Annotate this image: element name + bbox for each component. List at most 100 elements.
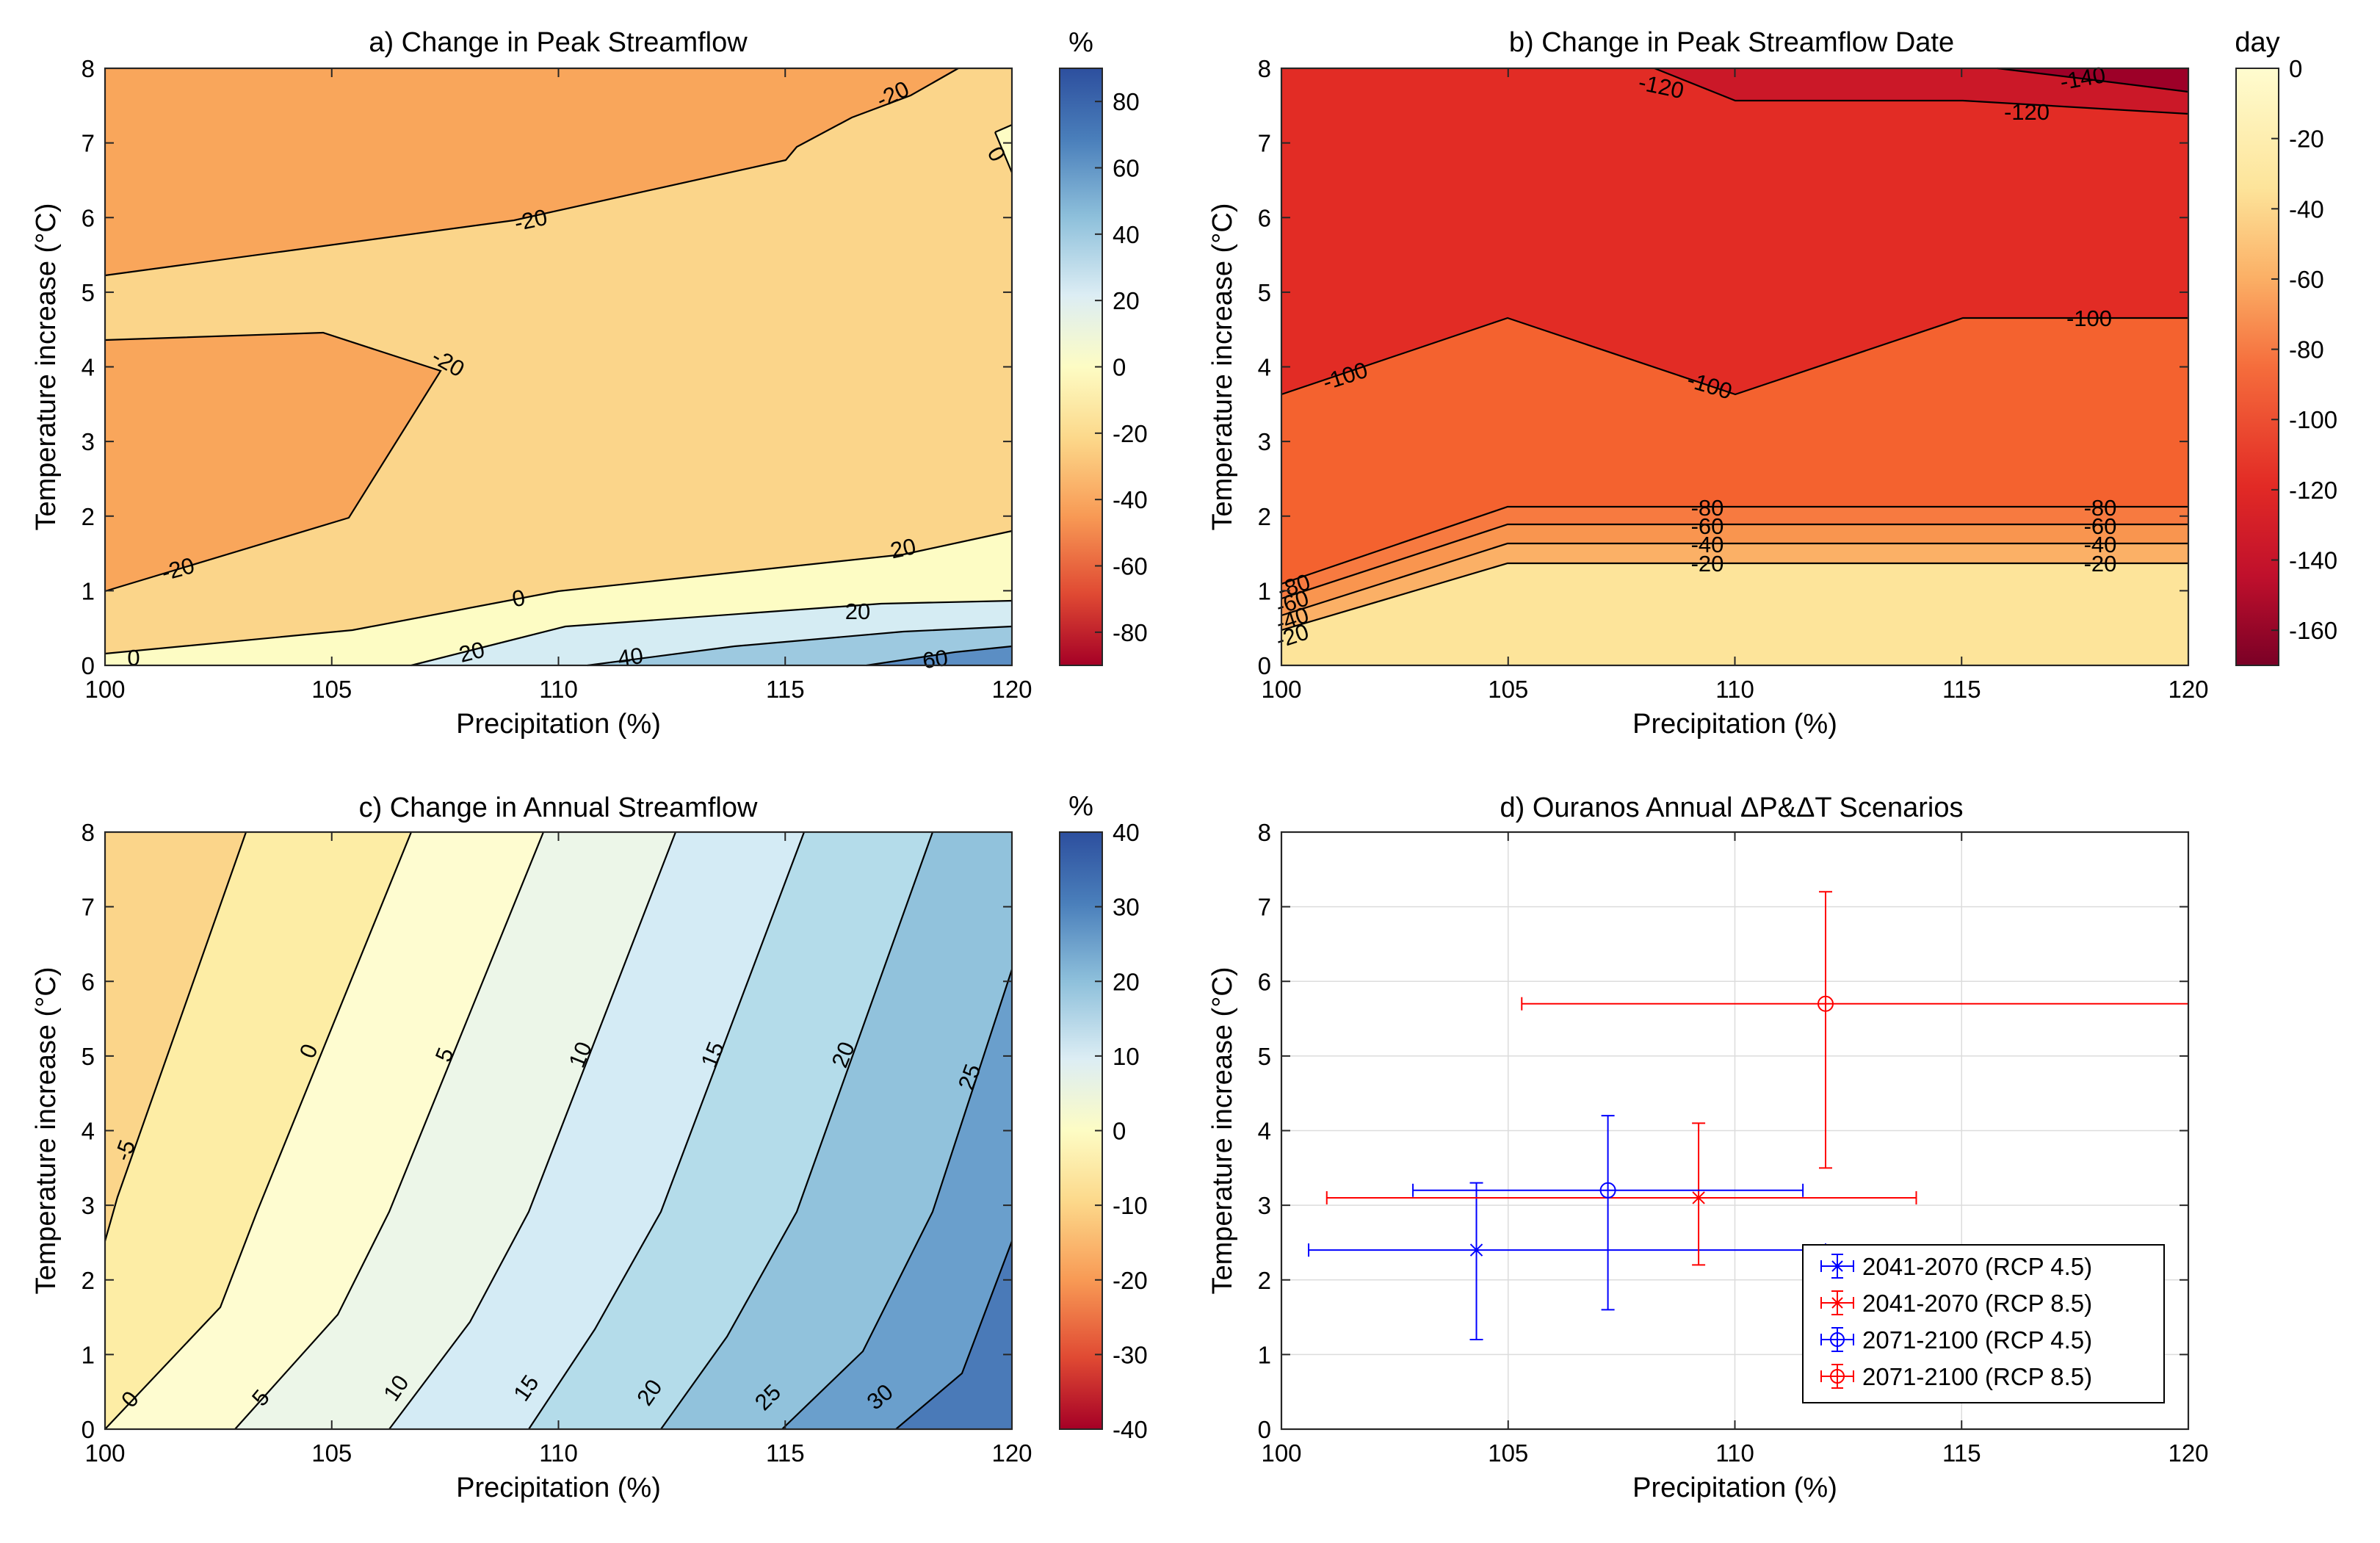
colorbar-a-unit: %	[1068, 27, 1093, 58]
region-c-5-10	[235, 832, 676, 1429]
x-tick-label: 105	[1488, 1439, 1528, 1467]
y-tick-label: 2	[1258, 1267, 1271, 1294]
x-tick-label: 105	[311, 1439, 352, 1467]
colorbar-tick-label: 20	[1113, 968, 1140, 995]
contour-label: -40	[2084, 532, 2117, 557]
x-axis-label: Precipitation (%)	[1632, 709, 1837, 740]
legend-label: 2041-2070 (RCP 4.5)	[1862, 1253, 2092, 1280]
x-axis-label: Precipitation (%)	[456, 1472, 661, 1503]
panel-c-title: c) Change in Annual Streamflow	[359, 792, 758, 823]
panel-b-title: b) Change in Peak Streamflow Date	[1509, 27, 1954, 58]
x-tick-label: 120	[991, 676, 1032, 703]
y-tick-label: 7	[82, 130, 95, 157]
y-tick-label: 4	[82, 354, 95, 381]
colorbar-tick-label: 40	[1113, 221, 1140, 248]
y-axis-label: Temperature increase (°C)	[1207, 203, 1238, 530]
contour-label: 20	[845, 599, 870, 624]
y-tick-label: 2	[82, 503, 95, 530]
y-axis-label: Temperature increase (°C)	[31, 203, 62, 530]
x-tick-label: 110	[1715, 676, 1754, 703]
legend-marker	[1820, 1290, 1854, 1315]
y-tick-label: 2	[1258, 503, 1271, 530]
y-tick-label: 5	[1258, 279, 1271, 306]
x-tick-label: 115	[1942, 676, 1981, 703]
contour-label: -40	[1691, 532, 1724, 557]
colorbar-tick-label: -10	[1113, 1192, 1148, 1219]
y-tick-label: 8	[82, 55, 95, 82]
contour-label: 0	[127, 645, 140, 671]
y-tick-label: 8	[82, 819, 95, 846]
panel-a-plot: -20 -20 -20 0 -20 0 0 20 20 20 40 60	[104, 68, 1013, 673]
panel-d: d) Ouranos Annual ΔP&ΔT Scenarios 2041-2…	[1281, 792, 2189, 1430]
panel-b-contours	[1281, 67, 2189, 632]
y-tick-label: 3	[82, 428, 95, 455]
colorbar-tick-label: 0	[2289, 55, 2302, 82]
panel-b-plot: -120 -140 -120 -100 -100 -100 -80 -60 -4…	[1273, 62, 2189, 665]
region-c-0-5	[105, 832, 543, 1429]
colorbar-tick-label: -80	[2289, 336, 2324, 364]
panel-a-title: a) Change in Peak Streamflow	[369, 27, 748, 58]
y-tick-label: 8	[1258, 819, 1271, 846]
colorbar-c: % 40 30 20 10 0 -10 -20 -30 -40	[1059, 791, 1148, 1443]
colorbar-tick-label: -160	[2289, 617, 2337, 644]
y-tick-label: 4	[82, 1118, 95, 1145]
region-c-neg5-0	[105, 832, 411, 1429]
x-tick-label: 100	[1261, 676, 1301, 703]
colorbar-tick-label: -20	[2289, 126, 2324, 153]
y-tick-label: 5	[1258, 1043, 1271, 1070]
region-a-neg40-neg20-mid	[105, 333, 441, 591]
x-tick-label: 100	[84, 1439, 125, 1467]
region-a-neg40-neg20-top	[105, 68, 958, 275]
contour-label: -60	[2084, 513, 2117, 539]
colorbar-tick-label: -120	[2289, 477, 2337, 504]
contour-label: -80	[1691, 495, 1724, 521]
y-tick-label: 0	[1258, 1416, 1271, 1443]
colorbar-tick-label: -140	[2289, 547, 2337, 574]
contour-label: -20	[2084, 551, 2117, 577]
x-axis-label: Precipitation (%)	[1632, 1472, 1837, 1503]
y-tick-label: 3	[1258, 1192, 1271, 1219]
panel-a-axes: 100 105 110 115 120 0 1 2 3 4 5 6 7 8 Precipitation (%…	[31, 55, 1032, 740]
legend-box	[1802, 1244, 2165, 1403]
region-b-neg140-neg120	[1579, 68, 2188, 114]
panel-c: c) Change in Annual Streamflow	[104, 792, 1013, 1430]
data-point-circle-marker	[1599, 1182, 1616, 1199]
region-c-20-25	[661, 832, 1012, 1429]
x-tick-label: 115	[766, 1439, 805, 1467]
colorbar-tick-label: 40	[1113, 819, 1140, 846]
x-tick-label: 100	[1261, 1439, 1301, 1467]
legend-label: 2071-2100 (RCP 8.5)	[1862, 1363, 2092, 1390]
series-3-errorbar	[1412, 1115, 1804, 1311]
x-tick-label: 115	[1942, 1439, 1981, 1467]
colorbar-c-unit: %	[1068, 791, 1093, 822]
panel-b-axes: 100 105 110 115 120 0 1 2 3 4 5 6 7 8 Precipitation (%…	[1207, 55, 2209, 740]
y-tick-label: 2	[82, 1267, 95, 1294]
colorbar-tick-label: -60	[1113, 553, 1148, 580]
y-tick-label: 6	[82, 968, 95, 995]
colorbar-tick-label: -30	[1113, 1341, 1148, 1368]
region-c-neg10-neg5	[105, 832, 246, 1241]
panel-b-contour-labels: -120 -140 -120 -100 -100 -100 -80 -60 -4…	[1273, 62, 2116, 654]
contour-label: 40	[616, 643, 645, 671]
legend-markers	[1820, 1254, 1854, 1389]
region-c-25-30	[782, 969, 1012, 1429]
contour-label: -80	[2084, 495, 2117, 521]
legend-marker	[1820, 1327, 1854, 1352]
contour-label: 60	[921, 645, 950, 673]
y-tick-label: 6	[1258, 204, 1271, 231]
x-tick-label: 110	[539, 676, 578, 703]
y-tick-label: 0	[1258, 652, 1271, 679]
x-tick-label: 120	[2168, 676, 2208, 703]
colorbar-tick-label: -20	[1113, 420, 1148, 447]
y-tick-label: 4	[1258, 1118, 1271, 1145]
region-b-neg120-neg100	[1281, 68, 2188, 394]
panel-c-plot: -5 0 0 5 5 10 10 15 15 20 20 25 25 30	[104, 831, 1013, 1430]
colorbar-tick-label: 0	[1113, 1118, 1126, 1145]
y-tick-label: 7	[1258, 894, 1271, 921]
panel-c-contours	[104, 831, 1013, 1430]
x-axis-label: Precipitation (%)	[456, 709, 661, 740]
colorbar-tick-label: -20	[1113, 1267, 1148, 1294]
y-tick-label: 4	[1258, 354, 1271, 381]
x-tick-label: 105	[1488, 676, 1528, 703]
series-1-errorbar	[1308, 1182, 1826, 1341]
